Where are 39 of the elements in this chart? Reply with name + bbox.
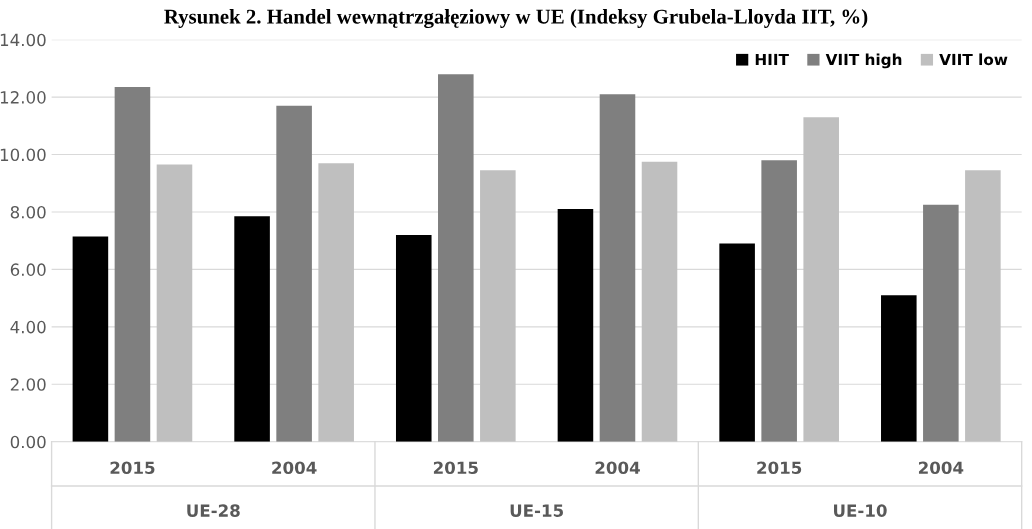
- bar: [395, 234, 432, 442]
- text: UE-28: [187, 504, 240, 517]
- y-tick-label: 2.00: [10, 378, 46, 391]
- bar: [72, 236, 109, 442]
- bar: [438, 74, 474, 442]
- x-tick-label: 2004: [272, 461, 317, 475]
- bar: [480, 170, 516, 442]
- y-tick-label: 4.00: [10, 320, 46, 334]
- bar: [276, 105, 312, 442]
- legend-label: VIIT low: [939, 53, 1008, 66]
- bar: [761, 160, 797, 442]
- y-tick-label: 6.00: [10, 263, 46, 276]
- bar: [923, 204, 959, 442]
- text: UE-10: [834, 504, 887, 517]
- bar: [318, 163, 354, 442]
- bar: [557, 209, 594, 442]
- bar: [965, 170, 1001, 442]
- text: UE-15: [510, 504, 563, 517]
- bar: [881, 295, 917, 442]
- legend-label: HIIT: [755, 53, 789, 66]
- y-tick-label: 14.00: [0, 33, 46, 47]
- chart-title: Rysunek 2. Handel wewnątrzgałęziowy w UE (Indeksy Grubela-Lloyda IIT, %): [164, 8, 868, 29]
- bar: [599, 94, 636, 442]
- y-tick-label: 12.00: [0, 91, 46, 104]
- x-tick-label: 2015: [757, 461, 802, 475]
- y-tick-label: 0.00: [10, 435, 46, 449]
- x-tick-label: 2004: [918, 461, 964, 475]
- bar: [719, 243, 755, 442]
- bar: [803, 117, 839, 442]
- y-tick-label: 10.00: [0, 148, 46, 162]
- bar: [641, 161, 678, 442]
- bar: [234, 216, 270, 442]
- legend-label: VIIT high: [825, 53, 902, 69]
- bar: [114, 87, 151, 442]
- x-tick-label: 2015: [433, 461, 478, 475]
- y-tick-label: 8.00: [10, 205, 46, 219]
- x-tick-label: 2004: [595, 461, 640, 475]
- x-tick-label: 2015: [110, 461, 155, 475]
- bar: [156, 164, 193, 442]
